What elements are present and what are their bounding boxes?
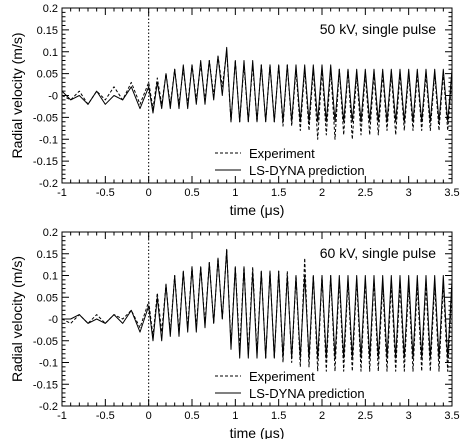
y-tick-label: 0.2 xyxy=(43,3,58,15)
y-tick-label: -0.1 xyxy=(39,134,58,146)
y-tick-label: 0.05 xyxy=(37,292,58,304)
y-tick-label: -0.15 xyxy=(33,156,58,168)
x-tick-label: 0.5 xyxy=(184,410,199,422)
x-tick-label: 2 xyxy=(319,187,325,199)
legend-label: Experiment xyxy=(249,369,315,384)
y-tick-label: -0 xyxy=(48,314,58,326)
x-tick-label: 2.5 xyxy=(358,187,373,199)
y-tick-label: 0.05 xyxy=(37,69,58,81)
y-tick-label: 0.15 xyxy=(37,249,58,261)
x-tick-label: 1 xyxy=(232,410,238,422)
legend-label: Experiment xyxy=(249,146,315,161)
x-axis-label: time (μs) xyxy=(230,202,285,218)
x-tick-label: 1.5 xyxy=(271,410,286,422)
y-tick-label: -0.2 xyxy=(39,178,58,190)
x-tick-label: 3 xyxy=(406,187,412,199)
y-tick-label: 0.15 xyxy=(37,25,58,37)
y-axis-label: Radial velocity (m/s) xyxy=(9,32,25,158)
x-tick-label: 1.5 xyxy=(271,187,286,199)
x-tick-label: 3.5 xyxy=(444,187,459,199)
x-tick-label: 3.5 xyxy=(444,410,459,422)
x-tick-label: 1 xyxy=(232,187,238,199)
x-tick-label: -1 xyxy=(57,410,67,422)
x-tick-label: 2 xyxy=(319,410,325,422)
x-axis-label: time (μs) xyxy=(230,425,285,439)
x-tick-label: 3 xyxy=(406,410,412,422)
legend-label: LS-DYNA prediction xyxy=(249,386,365,401)
series-line-ls-dyna xyxy=(62,248,453,359)
x-tick-label: -0.5 xyxy=(96,410,115,422)
y-tick-label: -0.2 xyxy=(39,401,58,413)
x-tick-label: -0.5 xyxy=(96,187,115,199)
y-tick-label: -0 xyxy=(48,91,58,103)
y-tick-label: 0.1 xyxy=(43,47,58,59)
panel-annotation: 50 kV, single pulse xyxy=(320,21,436,37)
x-tick-label: -1 xyxy=(57,187,67,199)
y-tick-label: -0.15 xyxy=(33,379,58,391)
series-line-ls-dyna xyxy=(61,46,453,123)
panel-annotation: 60 kV, single pulse xyxy=(320,245,436,261)
y-tick-label: 0.2 xyxy=(43,227,58,239)
x-tick-label: 0 xyxy=(146,187,152,199)
y-tick-label: -0.05 xyxy=(33,336,58,348)
x-tick-label: 2.5 xyxy=(358,410,373,422)
x-tick-label: 0 xyxy=(146,410,152,422)
y-tick-label: 0.1 xyxy=(43,271,58,283)
legend-label: LS-DYNA prediction xyxy=(249,163,365,178)
y-axis-label: Radial velocity (m/s) xyxy=(9,256,25,382)
y-tick-label: -0.1 xyxy=(39,358,58,370)
chart-panel-2: -1 -0.5 0 0.5 1 1.5 2 2.5 3 3.5 -0.2 -0.15 -0.1 -0.05… xyxy=(9,227,460,439)
y-tick-label: -0.05 xyxy=(33,112,58,124)
x-tick-label: 0.5 xyxy=(184,187,199,199)
chart-panel-1: -1 -0.5 0 0.5 1 1.5 2 2.5 3 3.5 -0.2 -0.15 -0.1 -0.05… xyxy=(9,3,460,218)
